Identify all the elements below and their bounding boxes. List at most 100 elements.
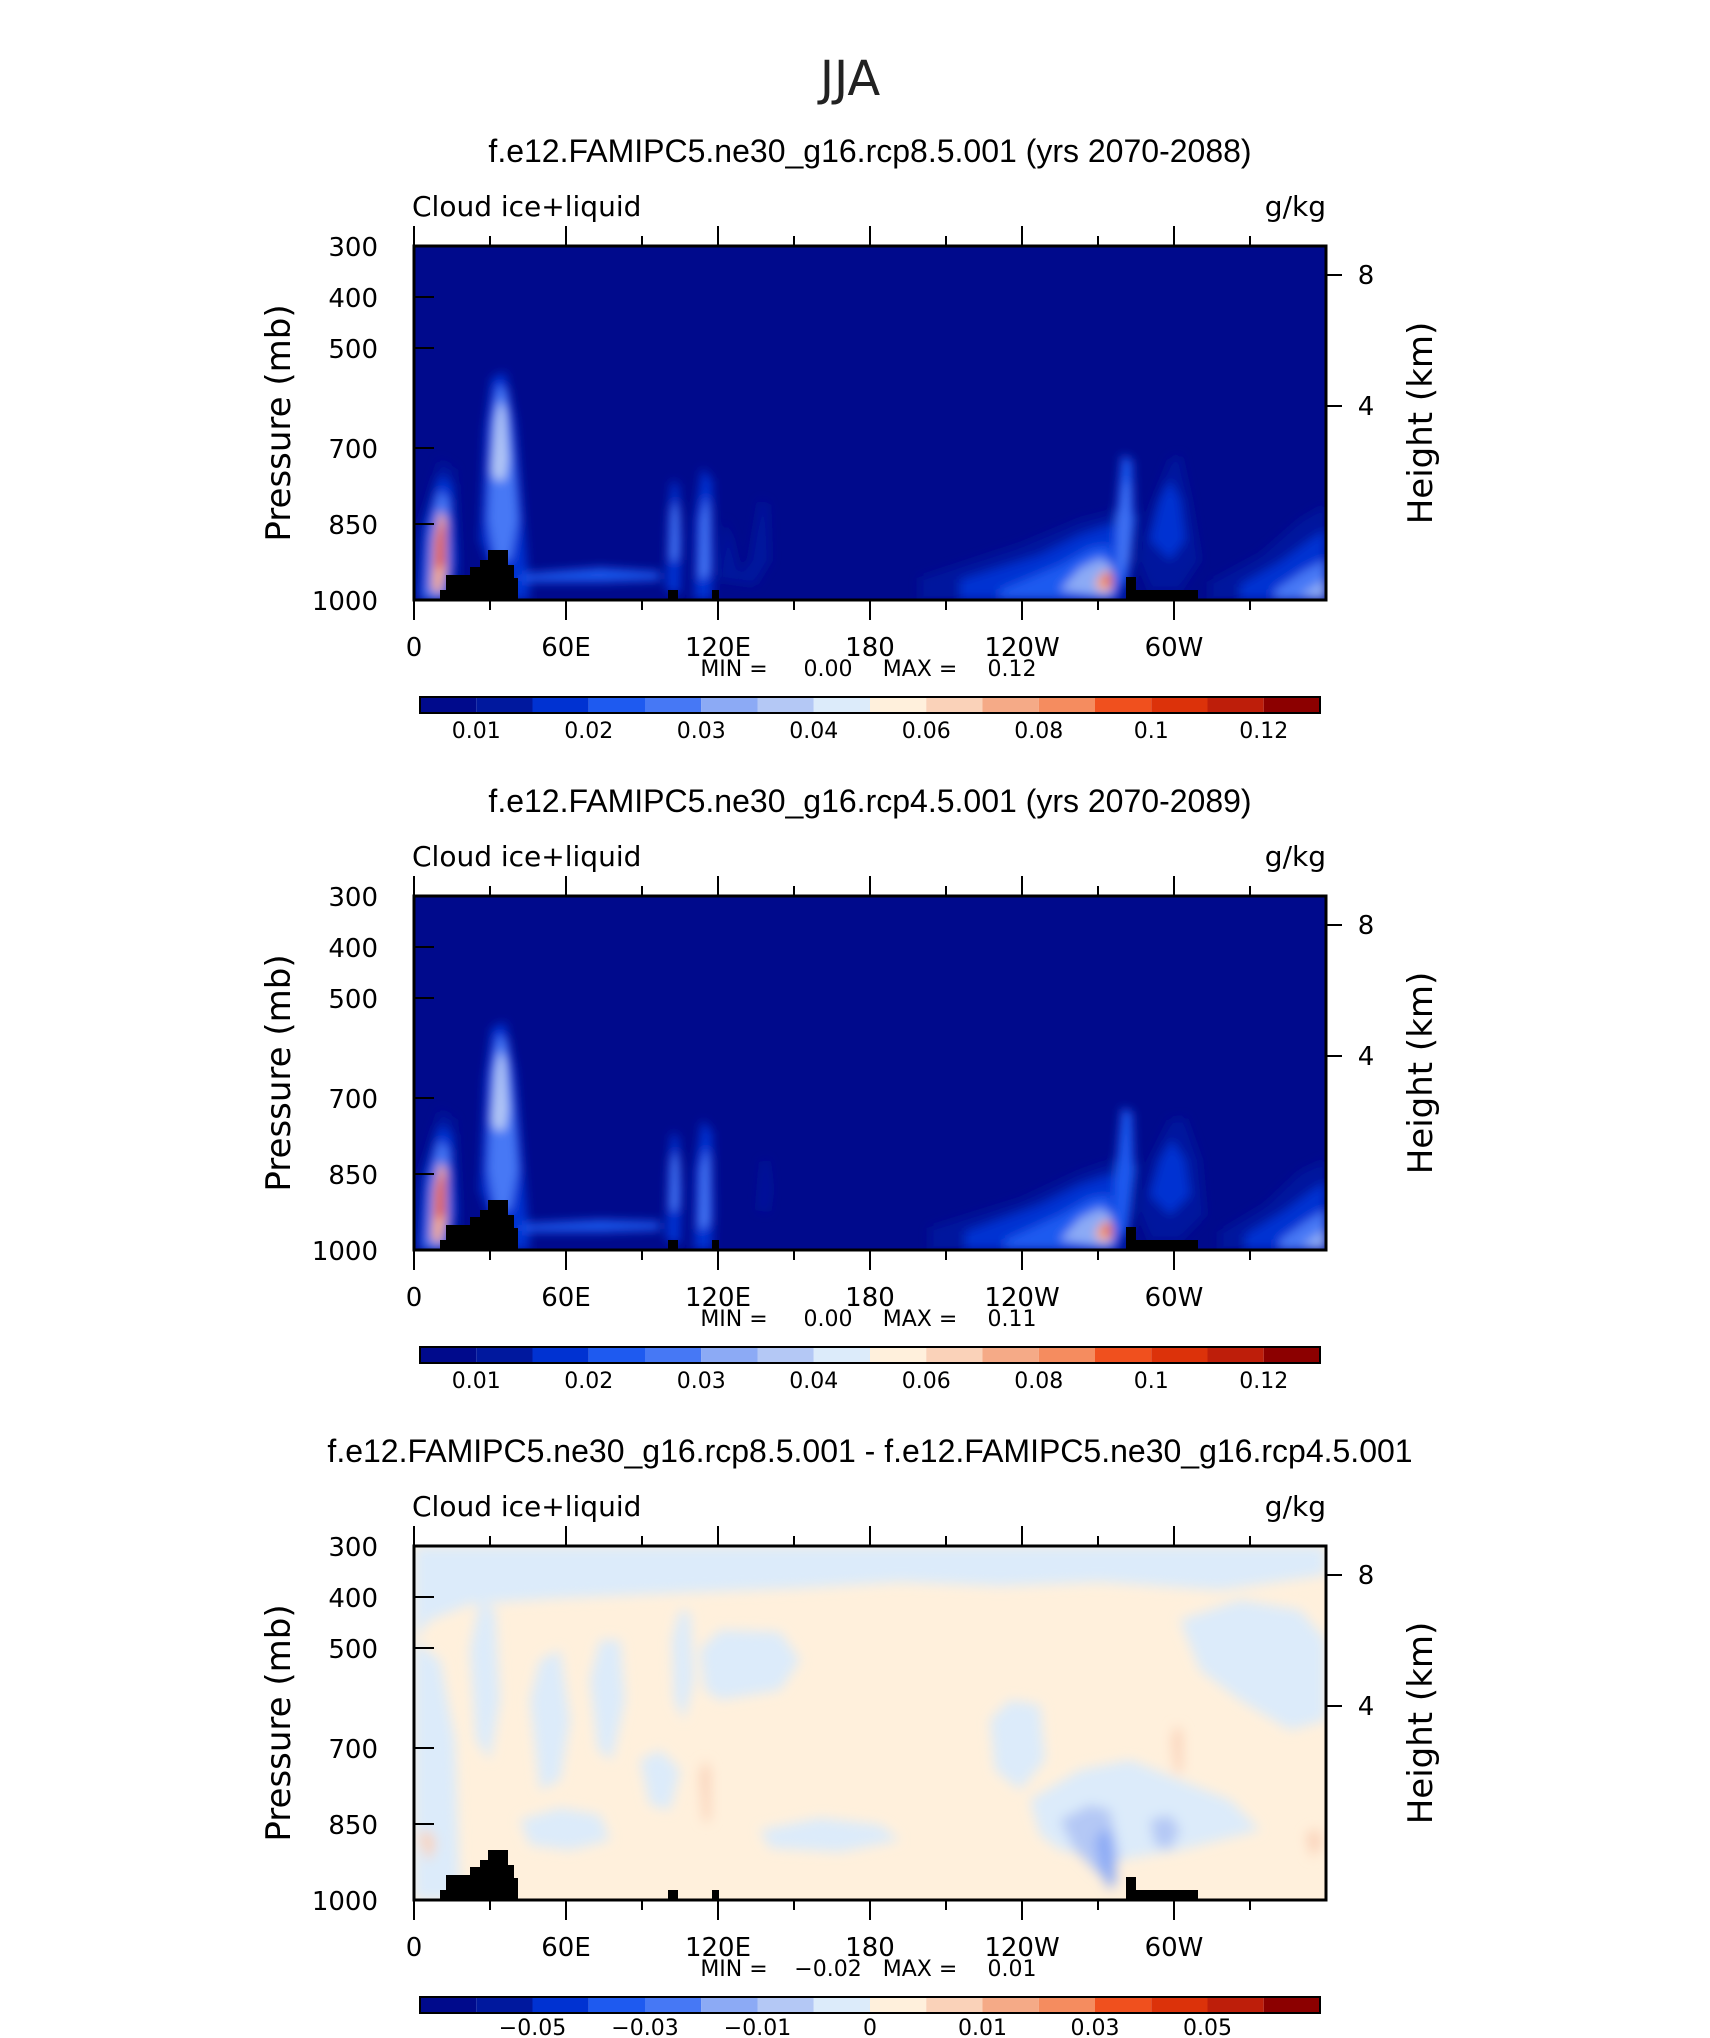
x-tick-label: 180 <box>845 633 895 663</box>
colorbar-box <box>588 697 645 713</box>
y-tick-label: 300 <box>328 233 378 263</box>
contour-blob <box>520 1808 610 1850</box>
colorbar-box <box>532 1997 589 2013</box>
colorbar-box <box>757 1997 814 2013</box>
y-axis-label: Pressure (mb) <box>259 304 299 541</box>
colorbar-box <box>701 697 758 713</box>
min-value: −0.02 <box>794 1957 861 1982</box>
contour-blob <box>1114 1108 1134 1240</box>
contour-blob <box>672 1610 694 1720</box>
y-axis-left: 300 400 500 700 850 1000 Pressure (mb) <box>259 883 434 1267</box>
colorbar-label: 0.06 <box>902 719 951 744</box>
x-axis: 0 60E 120E 180 120W 60W <box>406 876 1251 1313</box>
height-tick-label: 8 <box>1358 261 1375 291</box>
max-value: 0.12 <box>988 657 1037 682</box>
colorbar-box <box>1151 697 1208 713</box>
colorbar-box <box>982 1347 1039 1363</box>
y-tick-label: 1000 <box>312 1237 378 1267</box>
colorbar-box <box>1207 1997 1264 2013</box>
y-tick-label: 400 <box>328 284 378 314</box>
contour-blob <box>1150 1815 1180 1850</box>
min-max-label: MIN = 0.00 MAX = 0.11 <box>700 1307 1036 1332</box>
left-string: Cloud ice+liquid <box>412 840 641 873</box>
colorbar-box <box>588 1997 645 2013</box>
y-tick-label: 700 <box>328 1735 378 1765</box>
x-tick-label: 120E <box>685 633 751 663</box>
colorbar-box <box>532 1347 589 1363</box>
colorbar-box <box>757 1347 814 1363</box>
units-label: g/kg <box>1265 1490 1326 1523</box>
min-max-label: MIN = 0.00 MAX = 0.12 <box>700 657 1036 682</box>
y-tick-label: 850 <box>328 1161 378 1191</box>
contour-blob <box>670 500 679 560</box>
max-value: 0.11 <box>988 1307 1037 1332</box>
colorbar-label: 0.12 <box>1239 719 1288 744</box>
x-tick-label: 60E <box>541 1283 591 1313</box>
min-value: 0.00 <box>804 1307 853 1332</box>
min-max-label: MIN = −0.02 MAX = 0.01 <box>700 1957 1036 1982</box>
colorbar-box <box>645 1347 702 1363</box>
x-axis: 0 60E 120E 180 120W 60W <box>406 1526 1251 1963</box>
height-tick-label: 8 <box>1358 911 1375 941</box>
x-tick-label: 120W <box>984 633 1059 663</box>
colorbar-frame <box>419 696 1321 714</box>
contour-blob <box>760 1818 900 1852</box>
colorbar-box <box>476 1997 533 2013</box>
y-axis-right-label: Height (km) <box>1401 322 1441 525</box>
colorbar-box <box>870 1997 927 2013</box>
colorbar-box <box>982 697 1039 713</box>
colorbar-label: 0 <box>863 2016 877 2038</box>
colorbar-frame <box>419 1346 1321 1364</box>
y-axis-right: 8 4 Height (km) <box>1326 1561 1441 1824</box>
contour-blob <box>700 1760 710 1822</box>
max-label: MAX = <box>883 1307 958 1332</box>
y-tick-label: 300 <box>328 883 378 913</box>
height-tick-label: 4 <box>1358 392 1375 422</box>
colorbar-label: 0.02 <box>564 1369 613 1394</box>
contour-field <box>414 1546 1326 1900</box>
y-axis-right: 8 4 Height (km) <box>1326 911 1441 1174</box>
contour-blob <box>720 500 770 585</box>
y-tick-label: 500 <box>328 1635 378 1665</box>
colorbar-box <box>926 1997 983 2013</box>
colorbar-box <box>1095 697 1152 713</box>
x-tick-label: 120W <box>984 1933 1059 1963</box>
contour-blob <box>1150 1140 1190 1215</box>
colorbar-label: 0.05 <box>1183 2016 1232 2038</box>
topography <box>440 1200 1198 1250</box>
y-tick-label: 850 <box>328 511 378 541</box>
contour-blob <box>1302 1230 1326 1250</box>
colorbar-box <box>588 1347 645 1363</box>
y-axis-left: 300 400 500 700 850 1000 Pressure (mb) <box>259 233 434 617</box>
colorbar-box <box>1151 1347 1208 1363</box>
colorbar-label: 0.06 <box>902 1369 951 1394</box>
colorbar-label: 0.12 <box>1239 1369 1288 1394</box>
max-value: 0.01 <box>988 1957 1037 1982</box>
panel-title: f.e12.FAMIPC5.ne30_g16.rcp8.5.001 (yrs 2… <box>488 133 1251 169</box>
colorbar-box <box>1095 1347 1152 1363</box>
y-tick-label: 700 <box>328 1085 378 1115</box>
colorbar-box <box>926 1347 983 1363</box>
y-axis-left: 300 400 500 700 850 1000 Pressure (mb) <box>259 1533 434 1917</box>
colorbar-box <box>1263 697 1320 713</box>
contour-blob <box>436 1172 444 1220</box>
contour-blob <box>414 1546 1326 1640</box>
contour-blob <box>492 400 508 480</box>
figure-title: JJA <box>817 51 880 107</box>
colorbar-box <box>1151 1997 1208 2013</box>
colorbar-box <box>757 697 814 713</box>
panel-title: f.e12.FAMIPC5.ne30_g16.rcp8.5.001 - f.e1… <box>327 1433 1412 1469</box>
x-tick-label: 0 <box>406 1283 423 1313</box>
contour-blob <box>492 1050 508 1130</box>
colorbar-box <box>813 1997 870 2013</box>
height-tick-label: 4 <box>1358 1042 1375 1072</box>
colorbar-box <box>870 1347 927 1363</box>
contour-field <box>414 372 1326 600</box>
y-tick-label: 500 <box>328 985 378 1015</box>
x-tick-label: 120E <box>685 1933 751 1963</box>
y-tick-label: 850 <box>328 1811 378 1841</box>
min-label: MIN = <box>700 1307 767 1332</box>
y-axis-right-label: Height (km) <box>1401 972 1441 1175</box>
colorbar-box <box>645 1997 702 2013</box>
colorbar-box <box>926 697 983 713</box>
